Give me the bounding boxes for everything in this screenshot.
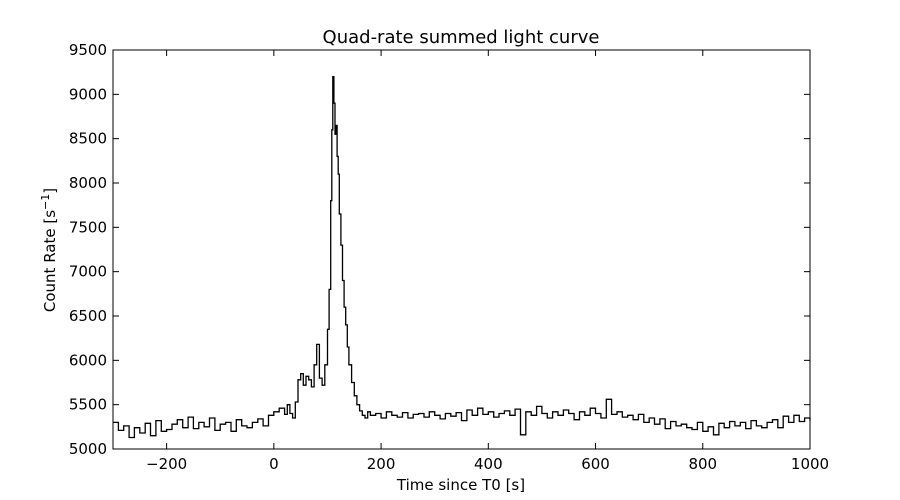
x-tick-label: 800: [688, 455, 717, 473]
y-tick-label: 8000: [69, 174, 107, 192]
y-tick-label: 5000: [69, 440, 107, 458]
x-tick-label: −200: [146, 455, 187, 473]
y-tick-label: 9000: [69, 85, 107, 103]
y-axis: 5000 5500 6000 6500 7000 7500 8000 8500 9000 9500: [69, 41, 810, 458]
x-tick-label: 0: [269, 455, 279, 473]
x-axis: −200 0 200 400 600 800 1000: [146, 50, 829, 473]
y-tick-label: 7500: [69, 218, 107, 236]
y-tick-label: 7000: [69, 263, 107, 281]
series-line-count-rate: [113, 75, 811, 439]
y-tick-label: 9500: [69, 41, 107, 59]
plot-area: [112, 49, 811, 450]
y-axis-label: Count Rate [s−1]: [39, 188, 59, 312]
x-axis-label: Time since T0 [s]: [396, 476, 525, 494]
chart-title: Quad-rate summed light curve: [323, 27, 600, 48]
y-tick-label: 5500: [69, 396, 107, 414]
y-tick-label: 6500: [69, 307, 107, 325]
x-tick-label: 600: [581, 455, 610, 473]
y-axis-label-exponent: −1: [39, 194, 52, 210]
x-tick-label: 200: [367, 455, 396, 473]
y-tick-label: 8500: [69, 130, 107, 148]
plot-frame: [112, 49, 811, 450]
x-tick-label: 1000: [791, 455, 829, 473]
x-tick-label: 400: [474, 455, 503, 473]
y-axis-label-end: ]: [41, 188, 59, 194]
y-tick-label: 6000: [69, 351, 107, 369]
y-axis-label-main: Count Rate [s: [41, 210, 59, 312]
